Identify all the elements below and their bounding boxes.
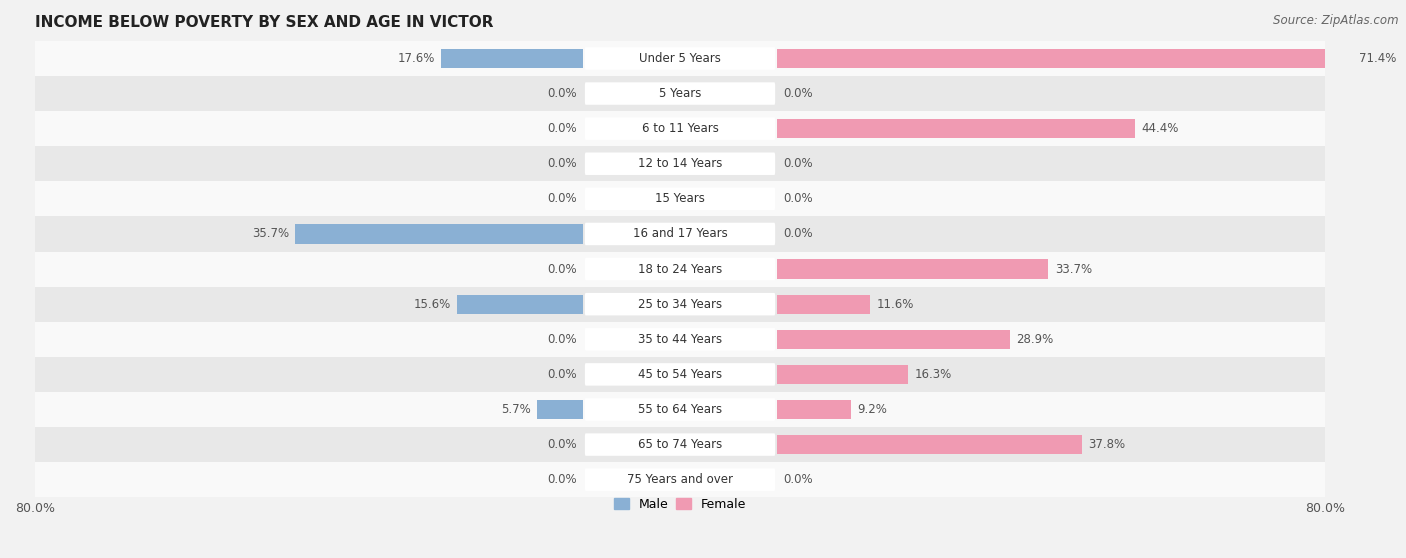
Bar xyxy=(655,259,681,278)
Bar xyxy=(35,217,1324,252)
FancyBboxPatch shape xyxy=(585,47,775,70)
Legend: Male, Female: Male, Female xyxy=(609,493,751,516)
Bar xyxy=(35,462,1324,497)
Bar xyxy=(35,146,1324,181)
Text: 15 Years: 15 Years xyxy=(655,193,704,205)
Text: 16.3%: 16.3% xyxy=(915,368,952,381)
Bar xyxy=(441,49,583,68)
Text: 45 to 54 Years: 45 to 54 Years xyxy=(638,368,723,381)
Text: INCOME BELOW POVERTY BY SEX AND AGE IN VICTOR: INCOME BELOW POVERTY BY SEX AND AGE IN V… xyxy=(35,15,494,30)
Text: Source: ZipAtlas.com: Source: ZipAtlas.com xyxy=(1274,14,1399,27)
FancyBboxPatch shape xyxy=(585,223,775,245)
Bar xyxy=(776,400,851,419)
Bar xyxy=(35,322,1324,357)
Text: 44.4%: 44.4% xyxy=(1142,122,1178,135)
Text: 0.0%: 0.0% xyxy=(547,438,576,451)
Text: 5 Years: 5 Years xyxy=(659,87,702,100)
Bar xyxy=(457,295,583,314)
Bar xyxy=(776,119,1135,138)
Bar xyxy=(681,189,704,209)
Text: 11.6%: 11.6% xyxy=(877,297,914,311)
Bar xyxy=(776,330,1010,349)
Bar xyxy=(776,49,1353,68)
Text: 0.0%: 0.0% xyxy=(547,368,576,381)
Text: 17.6%: 17.6% xyxy=(398,52,434,65)
Text: 9.2%: 9.2% xyxy=(858,403,887,416)
Bar xyxy=(655,470,681,489)
Bar xyxy=(35,427,1324,462)
Bar xyxy=(35,357,1324,392)
Text: 0.0%: 0.0% xyxy=(547,193,576,205)
Bar xyxy=(655,330,681,349)
Text: 33.7%: 33.7% xyxy=(1054,263,1092,276)
Bar xyxy=(681,154,704,174)
Text: Under 5 Years: Under 5 Years xyxy=(640,52,721,65)
FancyBboxPatch shape xyxy=(585,258,775,280)
Text: 55 to 64 Years: 55 to 64 Years xyxy=(638,403,723,416)
FancyBboxPatch shape xyxy=(585,469,775,491)
Bar xyxy=(35,76,1324,111)
Bar xyxy=(681,84,704,103)
Text: 65 to 74 Years: 65 to 74 Years xyxy=(638,438,723,451)
FancyBboxPatch shape xyxy=(585,293,775,315)
Bar xyxy=(35,392,1324,427)
Bar xyxy=(35,252,1324,287)
FancyBboxPatch shape xyxy=(585,434,775,456)
Text: 0.0%: 0.0% xyxy=(783,157,813,170)
FancyBboxPatch shape xyxy=(585,328,775,350)
Bar xyxy=(655,119,681,138)
Text: 75 Years and over: 75 Years and over xyxy=(627,473,733,486)
Bar xyxy=(776,259,1049,278)
Bar xyxy=(681,470,704,489)
Bar xyxy=(295,224,583,244)
Bar xyxy=(35,41,1324,76)
FancyBboxPatch shape xyxy=(585,363,775,386)
Bar xyxy=(776,295,870,314)
Bar xyxy=(776,435,1081,454)
Text: 37.8%: 37.8% xyxy=(1088,438,1125,451)
Text: 71.4%: 71.4% xyxy=(1358,52,1396,65)
Bar xyxy=(35,181,1324,217)
Bar xyxy=(35,287,1324,322)
Bar xyxy=(35,111,1324,146)
Text: 0.0%: 0.0% xyxy=(783,228,813,240)
Text: 0.0%: 0.0% xyxy=(547,473,576,486)
FancyBboxPatch shape xyxy=(585,152,775,175)
FancyBboxPatch shape xyxy=(585,117,775,140)
Text: 28.9%: 28.9% xyxy=(1017,333,1053,346)
Text: 0.0%: 0.0% xyxy=(547,87,576,100)
Text: 12 to 14 Years: 12 to 14 Years xyxy=(638,157,723,170)
Bar xyxy=(776,365,908,384)
Text: 18 to 24 Years: 18 to 24 Years xyxy=(638,263,723,276)
Text: 35.7%: 35.7% xyxy=(252,228,290,240)
Text: 5.7%: 5.7% xyxy=(501,403,531,416)
Text: 0.0%: 0.0% xyxy=(783,193,813,205)
Text: 16 and 17 Years: 16 and 17 Years xyxy=(633,228,727,240)
Bar xyxy=(655,189,681,209)
Text: 0.0%: 0.0% xyxy=(783,87,813,100)
Text: 6 to 11 Years: 6 to 11 Years xyxy=(641,122,718,135)
Bar xyxy=(655,154,681,174)
Text: 0.0%: 0.0% xyxy=(783,473,813,486)
Text: 0.0%: 0.0% xyxy=(547,157,576,170)
FancyBboxPatch shape xyxy=(585,83,775,105)
Bar xyxy=(655,84,681,103)
Bar xyxy=(655,365,681,384)
Text: 0.0%: 0.0% xyxy=(547,333,576,346)
FancyBboxPatch shape xyxy=(585,398,775,421)
Bar xyxy=(537,400,583,419)
FancyBboxPatch shape xyxy=(585,187,775,210)
Bar xyxy=(655,435,681,454)
Text: 35 to 44 Years: 35 to 44 Years xyxy=(638,333,723,346)
Bar xyxy=(681,224,704,244)
Text: 25 to 34 Years: 25 to 34 Years xyxy=(638,297,723,311)
Text: 15.6%: 15.6% xyxy=(413,297,451,311)
Text: 0.0%: 0.0% xyxy=(547,122,576,135)
Text: 0.0%: 0.0% xyxy=(547,263,576,276)
